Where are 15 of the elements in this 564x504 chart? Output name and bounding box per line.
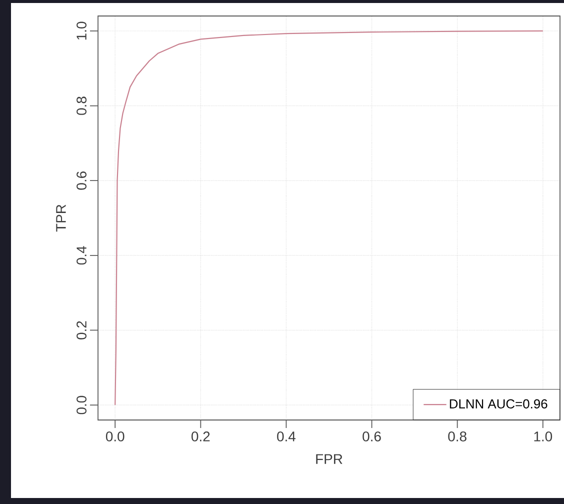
x-tick-label: 0.0 [106,432,124,442]
y-tick-label: 0.6 [76,172,86,190]
y-tick-label: 0.8 [76,96,86,115]
y-axis-title: TPR [56,204,66,232]
x-tick-label: 0.4 [277,432,296,442]
y-tick-label: 0.4 [76,246,86,265]
legend-label: DLNN AUC=0.96 [450,399,548,408]
x-tick-label: 0.6 [362,432,381,442]
y-tick-label: 0.0 [76,396,86,414]
y-tick-label: 1.0 [76,22,86,40]
x-tick-label: 1.0 [534,432,552,442]
y-tick-label: 0.2 [76,321,86,340]
x-tick-label: 0.2 [192,432,210,442]
x-tick-label: 0.8 [448,432,466,442]
x-axis-title: FPR [316,454,342,464]
